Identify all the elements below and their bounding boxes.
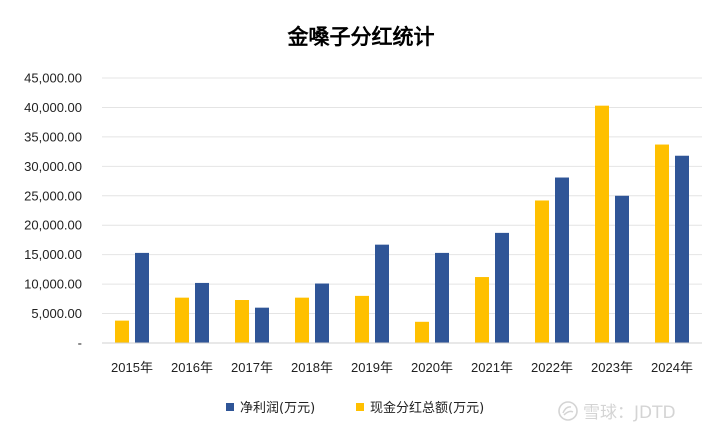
y-tick-label: 25,000.00 [24,188,82,203]
bar-net-profit [195,282,209,343]
x-tick-label: 2015年 [111,360,153,375]
y-axis-ticks: - 5,000.00 10,000.00 15,000.00 20,000.00 25,0… [24,71,82,351]
x-tick-label: 2024年 [651,360,693,375]
x-tick-label: 2020年 [411,360,453,375]
bar-net-profit [255,307,269,343]
bar-dividend [655,144,669,343]
bar-net-profit [495,232,509,343]
x-tick-label: 2022年 [531,360,573,375]
x-tick-label: 2021年 [471,360,513,375]
bar-net-profit [135,252,149,343]
bar-net-profit [375,244,389,343]
legend-swatch [356,403,364,411]
legend: 净利润(万元) 现金分红总额(万元) [226,400,484,416]
x-axis-ticks: 2015年 2016年 2017年 2018年 2019年 2020年 2021年 2022年… [111,360,693,375]
y-tick-label: 20,000.00 [24,218,82,233]
legend-label: 净利润(万元) [240,401,315,416]
bar-dividend [415,321,429,343]
legend-swatch [226,403,234,411]
y-tick-label: 10,000.00 [24,277,82,292]
bar-dividend [355,295,369,343]
bar-dividend [595,105,609,343]
bar-dividend [475,277,489,343]
bar-dividend [535,200,549,343]
x-tick-label: 2023年 [591,360,633,375]
bar-net-profit [555,177,569,343]
bar-net-profit [435,252,449,343]
x-tick-label: 2018年 [291,360,333,375]
y-tick-label: 15,000.00 [24,247,82,262]
chart-title: 金嗓子分红统计 [287,25,435,49]
bar-dividend [235,300,249,343]
x-tick-label: 2016年 [171,360,213,375]
bar-dividend [295,297,309,343]
bar-net-profit [675,155,689,343]
gridlines [102,77,702,315]
bars [115,105,689,343]
watermark-text: 雪球：JDTD [583,403,676,423]
snowball-logo-icon [558,401,578,421]
y-tick-label: 35,000.00 [24,129,82,144]
legend-label: 现金分红总额(万元) [370,400,484,416]
y-tick-label: 30,000.00 [24,159,82,174]
bar-dividend [175,297,189,343]
bar-dividend [115,320,129,343]
y-tick-label: - [78,336,82,351]
watermark: 雪球：JDTD [558,401,676,423]
y-tick-label: 40,000.00 [24,100,82,115]
x-tick-label: 2019年 [351,360,393,375]
y-tick-label: 5,000.00 [31,306,82,321]
x-tick-label: 2017年 [231,360,273,375]
y-tick-label: 45,000.00 [24,71,82,86]
bar-net-profit [615,195,629,343]
bar-net-profit [315,283,329,343]
